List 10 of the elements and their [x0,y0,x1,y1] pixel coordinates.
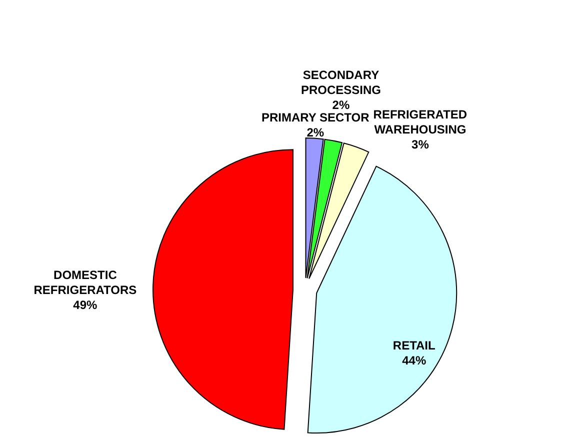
slice-label: SECONDARY PROCESSING [300,68,381,98]
data-label: 2% [332,98,350,112]
data-label: 2% [306,126,324,140]
data-label: 49% [73,298,98,312]
slice-label: REFRIGERATED WAREHOUSING [373,108,468,137]
data-label: 3% [412,138,430,152]
slice-label: PRIMARY SECTOR [261,110,370,125]
data-label: 44% [402,354,426,368]
slice-label: DOMESTIC REFRIGERATORS [34,268,137,297]
slice-label: RETAIL [392,338,436,352]
